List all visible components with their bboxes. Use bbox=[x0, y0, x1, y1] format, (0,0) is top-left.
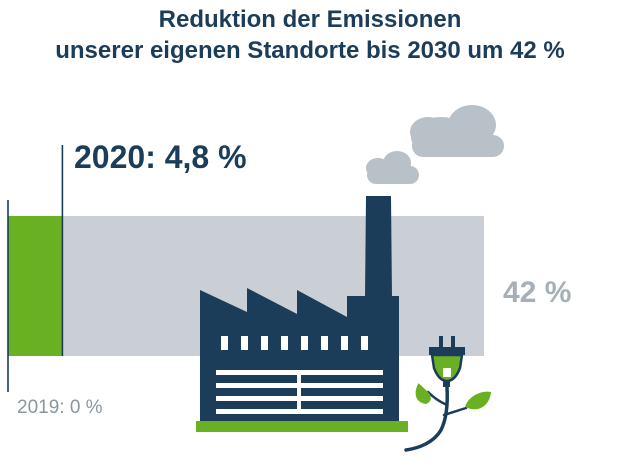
factory-ground-strip bbox=[196, 421, 408, 432]
factory-building bbox=[200, 288, 399, 422]
target-value-label: 42 % bbox=[503, 276, 572, 309]
chart-title: Reduktion der Emissionen unserer eigenen… bbox=[0, 4, 620, 66]
power-plug-icon bbox=[429, 336, 465, 387]
factory-windows bbox=[221, 336, 368, 350]
smoke-cloud-icon bbox=[366, 105, 504, 184]
chart-title-line-2: unserer eigenen Standorte bis 2030 um 42… bbox=[55, 37, 565, 64]
factory-chimney bbox=[365, 196, 392, 298]
baseline-value-label: 2019: 0 % bbox=[17, 397, 103, 418]
factory-gate bbox=[216, 370, 383, 414]
factory-icon bbox=[196, 196, 408, 432]
current-value-label: 2020: 4,8 % bbox=[74, 139, 247, 175]
leaf-sprout-icon bbox=[404, 383, 491, 452]
chart-title-line-1: Reduktion der Emissionen bbox=[158, 6, 462, 33]
current-progress-bar bbox=[8, 216, 63, 356]
